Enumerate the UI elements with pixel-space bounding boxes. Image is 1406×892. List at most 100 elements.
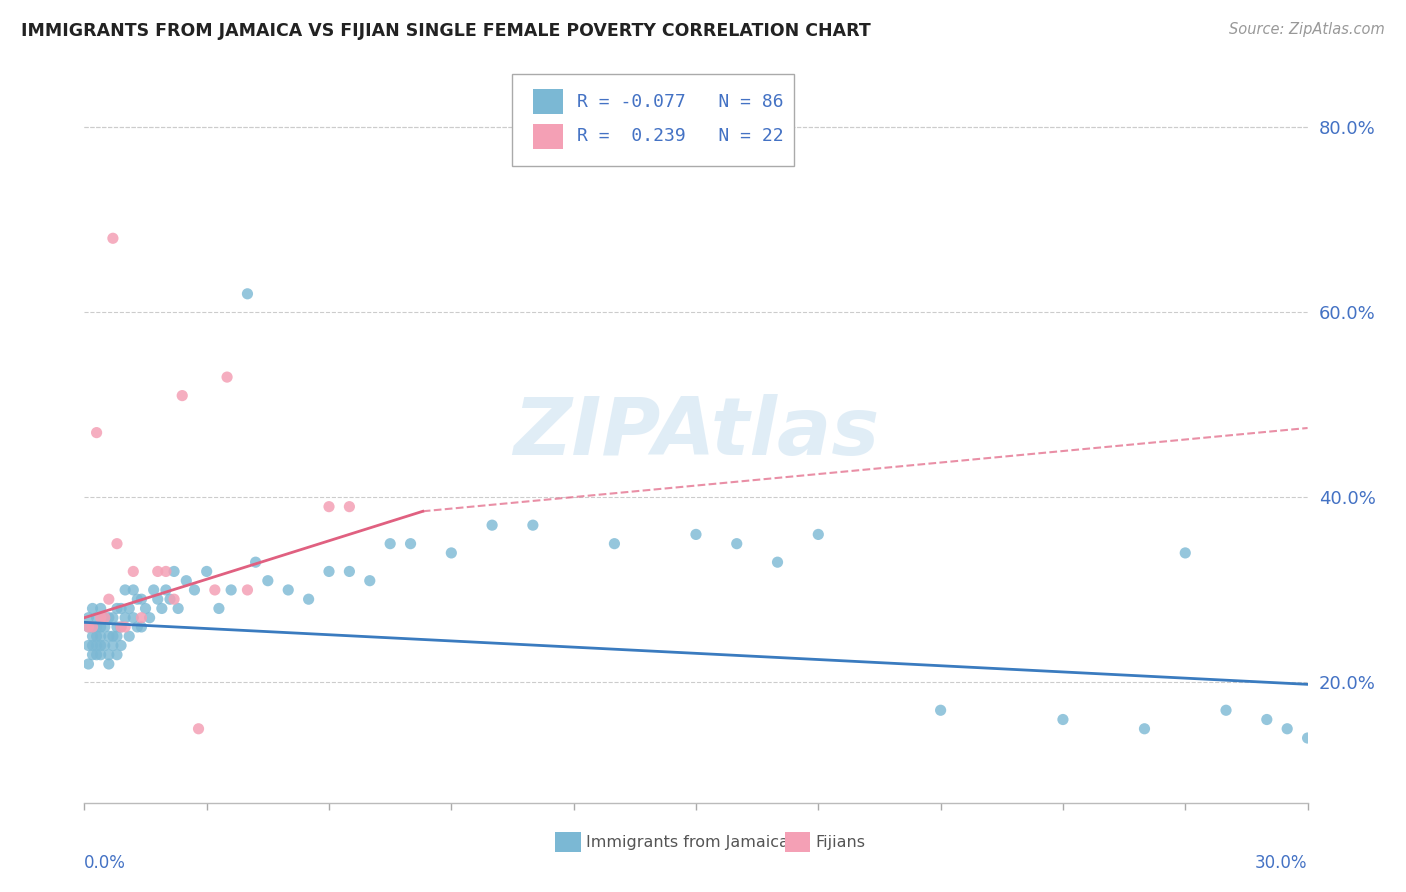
Point: [86, 648, 108, 662]
Point: [159, 592, 181, 607]
Point: [93, 639, 115, 653]
Point: [155, 582, 177, 597]
Point: [90, 601, 112, 615]
Point: [1277, 722, 1299, 736]
Point: [380, 537, 402, 551]
Point: [807, 527, 830, 541]
Point: [97, 648, 120, 662]
Point: [93, 620, 115, 634]
Point: [118, 629, 141, 643]
Point: [339, 500, 361, 514]
Point: [86, 620, 108, 634]
Point: [172, 389, 194, 403]
Point: [77, 620, 100, 634]
Point: [122, 565, 145, 579]
Point: [929, 703, 952, 717]
Point: [86, 629, 108, 643]
Text: IMMIGRANTS FROM JAMAICA VS FIJIAN SINGLE FEMALE POVERTY CORRELATION CHART: IMMIGRANTS FROM JAMAICA VS FIJIAN SINGLE…: [21, 22, 870, 40]
Point: [77, 639, 100, 653]
Point: [118, 601, 141, 615]
Text: Immigrants from Jamaica: Immigrants from Jamaica: [586, 835, 789, 849]
Point: [101, 231, 124, 245]
Point: [142, 582, 165, 597]
Point: [114, 610, 136, 624]
Point: [77, 610, 100, 624]
Point: [481, 518, 503, 533]
Point: [101, 629, 124, 643]
Point: [110, 601, 132, 615]
Point: [318, 565, 340, 579]
Point: [93, 610, 115, 624]
Point: [1174, 546, 1197, 560]
Point: [204, 582, 226, 597]
Point: [725, 537, 748, 551]
Point: [97, 592, 120, 607]
Point: [97, 629, 120, 643]
Text: R =  0.239   N = 22: R = 0.239 N = 22: [578, 128, 785, 145]
Point: [522, 518, 544, 533]
Point: [127, 592, 149, 607]
Point: [257, 574, 280, 588]
Point: [167, 601, 190, 615]
Point: [245, 555, 267, 569]
Point: [82, 620, 104, 634]
Point: [277, 582, 299, 597]
Point: [101, 639, 124, 653]
Point: [163, 565, 186, 579]
Text: Fijians: Fijians: [815, 835, 866, 849]
Point: [146, 592, 169, 607]
Point: [150, 601, 173, 615]
Point: [298, 592, 321, 607]
FancyBboxPatch shape: [533, 89, 562, 114]
FancyBboxPatch shape: [533, 124, 562, 149]
Text: 0.0%: 0.0%: [84, 854, 127, 871]
Point: [163, 592, 186, 607]
Point: [105, 601, 128, 615]
Point: [183, 582, 205, 597]
Point: [195, 565, 218, 579]
Point: [105, 629, 128, 643]
Point: [399, 537, 422, 551]
Point: [110, 639, 132, 653]
Text: 30.0%: 30.0%: [1256, 854, 1308, 871]
Point: [82, 648, 104, 662]
Point: [110, 620, 132, 634]
Point: [77, 657, 100, 671]
Point: [114, 582, 136, 597]
Point: [82, 639, 104, 653]
Point: [603, 537, 626, 551]
Point: [90, 639, 112, 653]
Point: [766, 555, 789, 569]
Point: [127, 620, 149, 634]
Point: [1296, 731, 1319, 745]
Text: R = -0.077   N = 86: R = -0.077 N = 86: [578, 93, 785, 111]
Point: [174, 574, 197, 588]
Point: [90, 620, 112, 634]
Point: [318, 500, 340, 514]
Text: Source: ZipAtlas.com: Source: ZipAtlas.com: [1229, 22, 1385, 37]
Point: [1133, 722, 1156, 736]
Point: [685, 527, 707, 541]
Point: [86, 610, 108, 624]
Point: [105, 537, 128, 551]
Point: [90, 610, 112, 624]
Point: [1256, 713, 1278, 727]
Point: [90, 629, 112, 643]
Point: [187, 722, 209, 736]
Point: [122, 610, 145, 624]
Point: [208, 601, 231, 615]
FancyBboxPatch shape: [513, 73, 794, 166]
Point: [359, 574, 381, 588]
Point: [131, 592, 153, 607]
Point: [93, 610, 115, 624]
Point: [105, 648, 128, 662]
Point: [77, 620, 100, 634]
Point: [86, 639, 108, 653]
Point: [236, 582, 259, 597]
Point: [82, 601, 104, 615]
Point: [82, 629, 104, 643]
Point: [135, 601, 157, 615]
Point: [90, 648, 112, 662]
Point: [105, 620, 128, 634]
Point: [217, 370, 239, 384]
